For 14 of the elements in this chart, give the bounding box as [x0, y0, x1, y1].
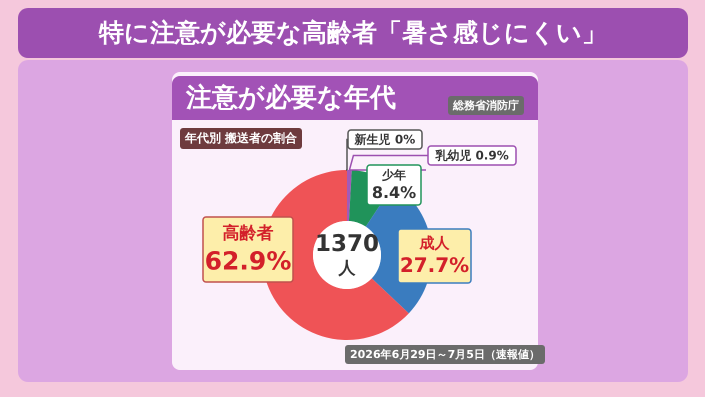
slice-label: 高齢者 — [222, 223, 274, 244]
data-label: 62.9% — [204, 246, 292, 276]
category-label: 新生児 0% — [354, 132, 416, 147]
text: 2026年6月29日～7月5日（速報値） — [345, 345, 545, 364]
chart-title: 特に注意が必要な高齢者「暑さ感じにくい」 — [18, 8, 688, 58]
text: 1370 人 — [314, 230, 380, 278]
text: 総務省消防庁 — [448, 96, 524, 115]
slice-label: 成人 — [418, 234, 450, 252]
slice-label: 乳幼児 0.9% — [434, 148, 509, 163]
data-label: 27.7% — [400, 253, 470, 278]
data-label: 8.4% — [372, 183, 416, 202]
slice-label: 少年 — [381, 168, 406, 182]
chart-subtitle: 注意が必要な年代 — [186, 82, 396, 115]
text: 年代別 搬送者の割合 — [180, 128, 302, 149]
